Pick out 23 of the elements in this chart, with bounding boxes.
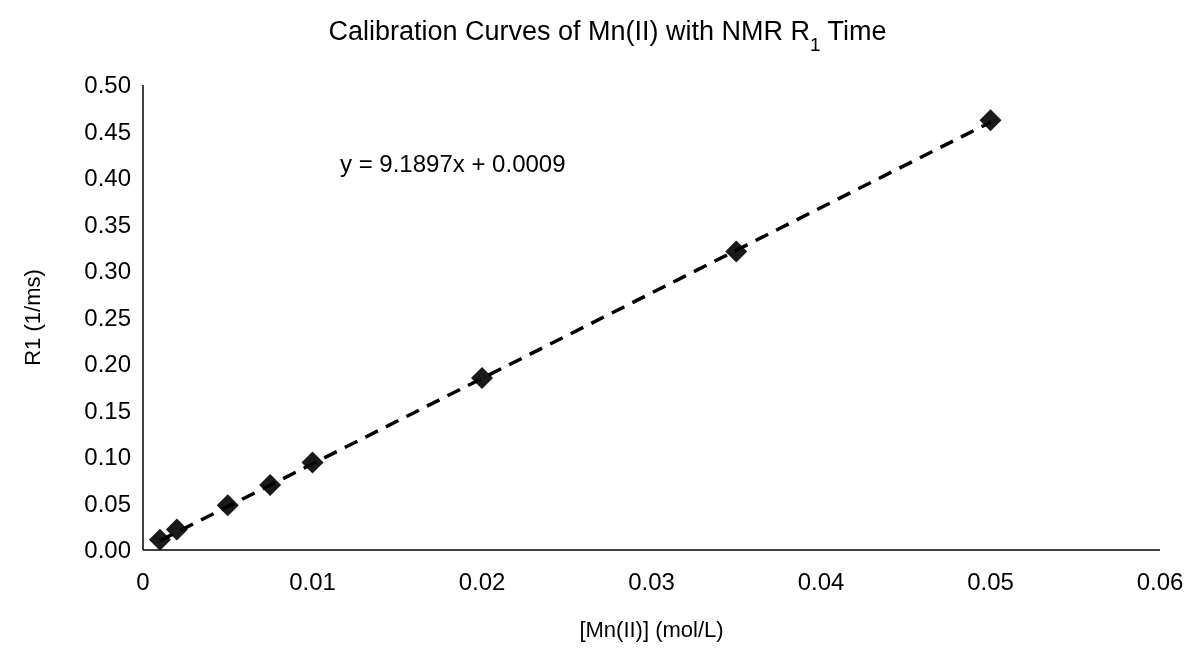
y-tick-label: 0.15 bbox=[84, 396, 131, 424]
y-tick-label: 0.05 bbox=[84, 489, 131, 517]
x-axis-title: [Mn(II)] (mol/L) bbox=[579, 617, 724, 642]
y-tick-label: 0.25 bbox=[84, 303, 131, 331]
y-tick-label: 0.45 bbox=[84, 117, 131, 145]
y-tick-label: 0.00 bbox=[84, 536, 131, 564]
y-tick-label: 0.10 bbox=[84, 443, 131, 471]
y-tick-label: 0.20 bbox=[84, 350, 131, 378]
x-tick-label: 0.02 bbox=[458, 568, 506, 595]
y-tick-label: 0.30 bbox=[84, 257, 131, 285]
y-tick-label: 0.40 bbox=[84, 164, 131, 192]
x-tick-label: 0.06 bbox=[1136, 568, 1184, 595]
x-tick-label: 0.01 bbox=[289, 568, 336, 595]
y-tick-label: 0.50 bbox=[84, 71, 131, 99]
y-tick-label: 0.35 bbox=[84, 210, 131, 238]
point bbox=[979, 109, 1002, 132]
x-tick-label: 0.03 bbox=[628, 568, 675, 595]
x-tick-label: 0.04 bbox=[797, 568, 845, 595]
y-axis-title: R1 (1/ms) bbox=[20, 269, 45, 366]
annotation: y = 9.1897x + 0.0009 bbox=[340, 150, 566, 177]
x-tick-label: 0 bbox=[136, 568, 150, 595]
x-tick-label: 0.05 bbox=[967, 568, 1014, 595]
chart-title: Calibration Curves of Mn(II) with NMR R$_{1}$ Time bbox=[328, 16, 887, 55]
